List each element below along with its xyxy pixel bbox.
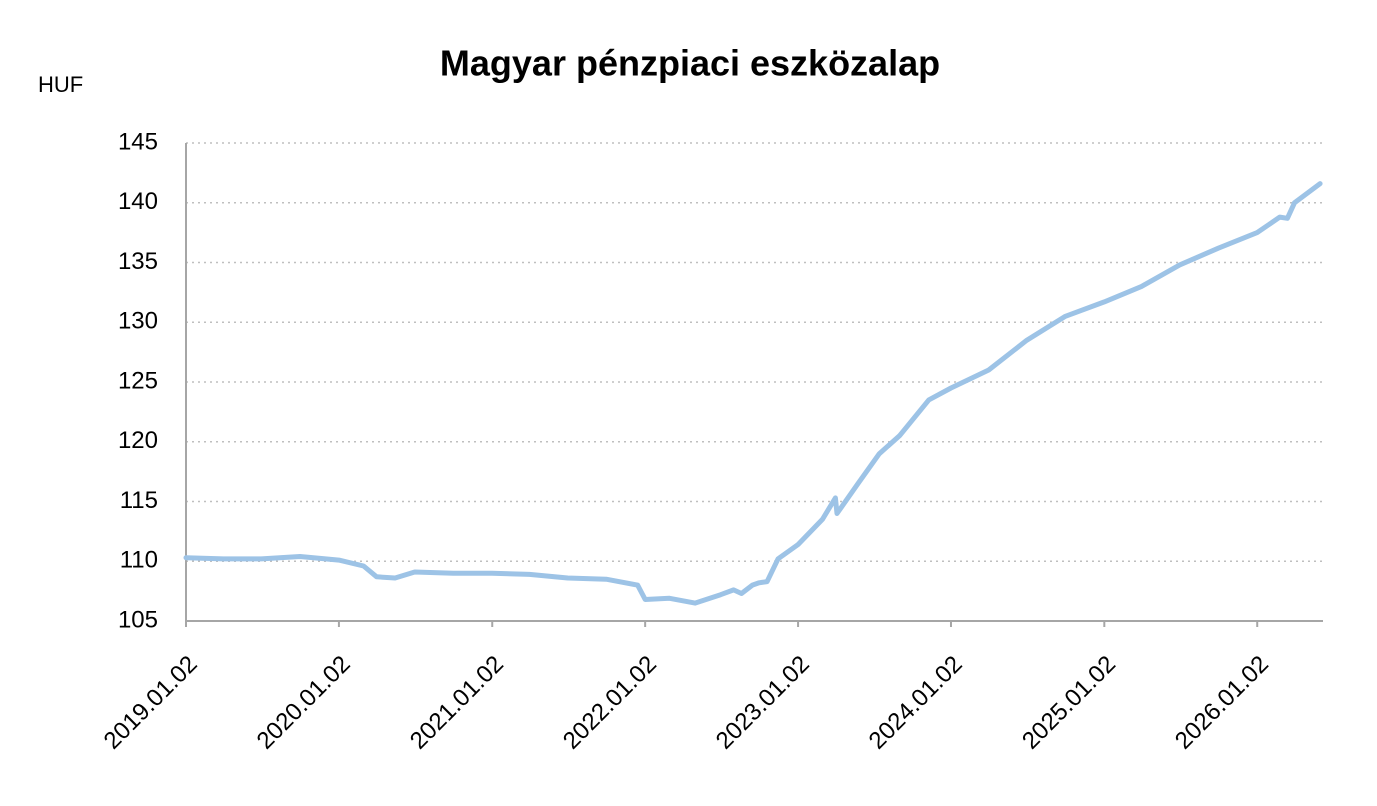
chart-title: Magyar pénzpiaci eszközalap	[440, 43, 940, 84]
x-tick-label: 2021.01.02	[405, 651, 509, 755]
y-axis-label: HUF	[38, 72, 83, 97]
y-tick-label: 135	[118, 248, 158, 275]
y-tick-label: 115	[120, 487, 158, 514]
x-tick-label: 2020.01.02	[252, 651, 356, 755]
x-tick-label: 2024.01.02	[864, 651, 968, 755]
y-tick-label: 120	[118, 427, 158, 454]
x-tick-label: 2019.01.02	[99, 651, 203, 755]
y-tick-label: 105	[118, 606, 158, 633]
x-tick-label: 2026.01.02	[1170, 651, 1274, 755]
y-tick-label: 130	[118, 308, 158, 335]
line-series	[183, 181, 1323, 606]
x-tick-label: 2025.01.02	[1017, 651, 1121, 755]
y-tick-label: 145	[118, 128, 158, 155]
y-tick-label: 140	[118, 188, 158, 215]
y-tick-label: 110	[120, 547, 158, 574]
x-tick-label: 2022.01.02	[558, 651, 662, 755]
x-tick-label: 2023.01.02	[711, 651, 815, 755]
y-tick-label: 125	[118, 367, 158, 394]
